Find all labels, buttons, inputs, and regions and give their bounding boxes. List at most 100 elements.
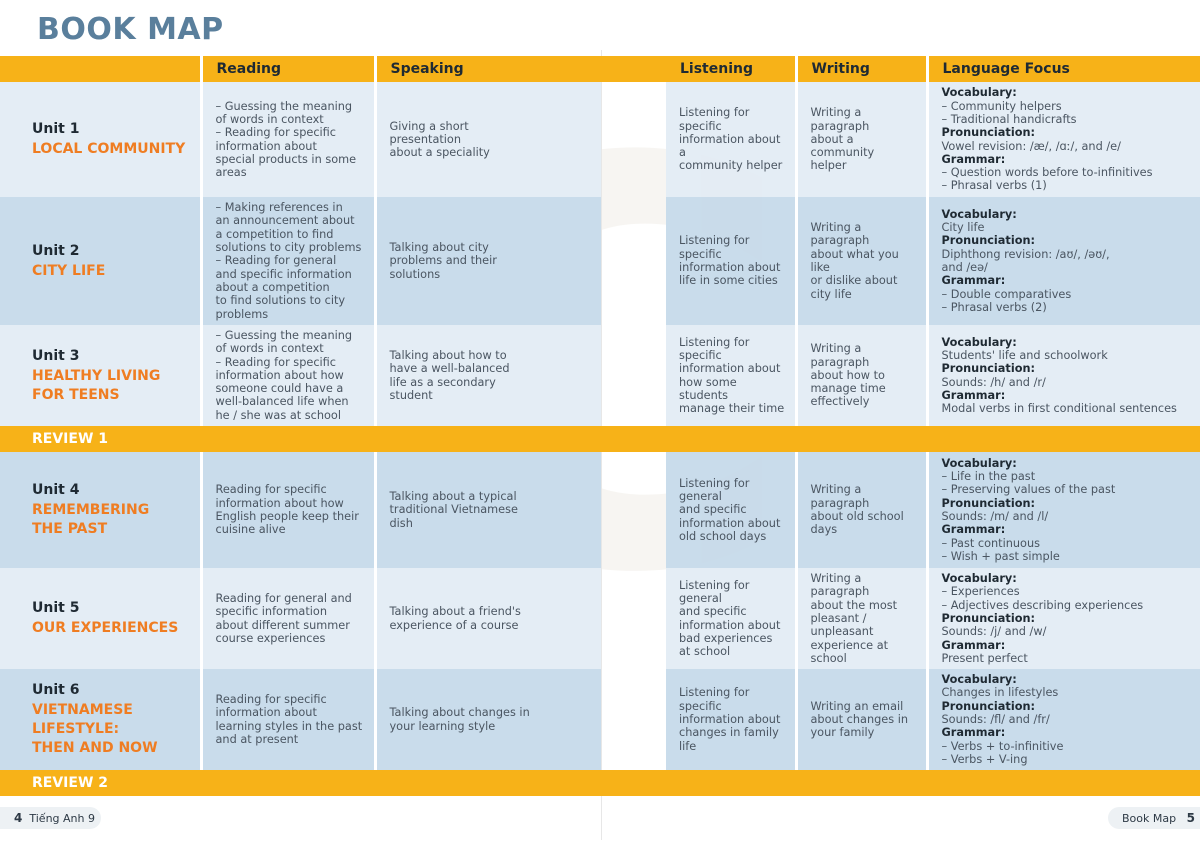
reading-text: Reading for specific information about h… xyxy=(215,483,359,537)
language-focus-heading: Vocabulary: xyxy=(941,207,1017,221)
review-label: REVIEW 1 xyxy=(0,426,601,453)
language-focus-cell: Vocabulary: Changes in lifestyles Pronunci… xyxy=(927,669,1200,771)
language-focus-heading: Vocabulary: xyxy=(941,335,1017,349)
review-label: REVIEW 2 xyxy=(0,770,601,797)
speaking-text: Talking about a typical traditional Viet… xyxy=(389,490,518,530)
language-focus-item: Sounds: /h/ and /r/ xyxy=(941,375,1046,389)
writing-cell: Writing a paragraph about what you like … xyxy=(796,197,929,325)
unit-row: Unit 1 LOCAL COMMUNITY – Guessing the mean… xyxy=(0,82,1200,197)
page-number-right: 5 xyxy=(1186,811,1195,825)
unit-row: Unit 5 OUR EXPERIENCES Reading for general… xyxy=(0,568,1200,670)
language-focus-heading: Grammar: xyxy=(941,274,1006,288)
listening-cell: Listening for specific information about… xyxy=(666,669,798,771)
language-focus-heading: Pronunciation: xyxy=(941,611,1036,625)
unit-title-cell: Unit 4 REMEMBERING THE PAST xyxy=(0,452,203,569)
language-focus-item: Present perfect xyxy=(941,651,1028,665)
language-focus-cell: Vocabulary: Students' life and schoolwork… xyxy=(927,325,1200,427)
language-focus-item: Diphthong revision: /aʊ/, /əʊ/, xyxy=(941,247,1110,261)
language-focus-item: Vowel revision: /æ/, /ɑː/, and /e/ xyxy=(941,139,1121,153)
writing-cell: Writing an email about changes in your f… xyxy=(796,669,929,771)
language-focus-item: Sounds: /j/ and /w/ xyxy=(941,625,1047,639)
speaking-cell: Talking about a friend's experience of a… xyxy=(375,568,601,670)
language-focus-item: – Adjectives describing experiences xyxy=(941,598,1144,612)
speaking-cell: Talking about a typical traditional Viet… xyxy=(375,452,601,569)
language-focus-item: Students' life and schoolwork xyxy=(941,348,1108,362)
listening-cell: Listening for specific information about… xyxy=(666,197,798,325)
language-focus-heading: Vocabulary: xyxy=(941,456,1017,470)
language-focus-item: Sounds: /m/ and /l/ xyxy=(941,510,1049,524)
writing-cell: Writing a paragraph about how to manage … xyxy=(796,325,929,427)
unit-title-cell: Unit 2 CITY LIFE xyxy=(0,197,203,325)
review-fill xyxy=(666,426,1200,453)
listening-text: Listening for general and specific infor… xyxy=(679,578,781,659)
header-speaking: Speaking xyxy=(375,56,601,82)
unit-row: Unit 3 HEALTHY LIVING FOR TEENS – Guessing… xyxy=(0,325,1200,427)
review-gutter xyxy=(601,426,666,453)
row-gutter xyxy=(601,452,666,568)
language-focus-item: Modal verbs in first conditional sentenc… xyxy=(941,402,1177,416)
language-focus-heading: Grammar: xyxy=(941,523,1006,537)
unit-row: Unit 2 CITY LIFE – Making references in an… xyxy=(0,197,1200,325)
header-gutter xyxy=(601,56,666,82)
writing-cell: Writing a paragraph about the most pleas… xyxy=(796,568,929,670)
listening-text: Listening for general and specific infor… xyxy=(679,476,781,544)
section-name: Book Map xyxy=(1122,812,1177,825)
footer-right: Book Map 5 xyxy=(1108,807,1200,829)
language-focus-heading: Grammar: xyxy=(941,152,1006,166)
language-focus-heading: Grammar: xyxy=(941,638,1006,652)
language-focus-item: – Verbs + to-infinitive xyxy=(941,739,1064,753)
unit-name: REMEMBERING THE PAST xyxy=(32,502,150,538)
language-focus-item: City life xyxy=(941,221,985,235)
reading-cell: – Making references in an announcement a… xyxy=(201,197,377,325)
language-focus-item: – Life in the past xyxy=(941,470,1036,484)
listening-cell: Listening for general and specific infor… xyxy=(666,568,798,670)
language-focus-item: Sounds: /fl/ and /fr/ xyxy=(941,713,1050,727)
unit-row: Unit 6 VIETNAMESE LIFESTYLE: THEN AND NOW… xyxy=(0,669,1200,771)
language-focus-item: – Wish + past simple xyxy=(941,549,1060,563)
book-title: Tiếng Anh 9 xyxy=(29,812,95,825)
language-focus-item: – Past continuous xyxy=(941,536,1041,550)
unit-title-cell: Unit 6 VIETNAMESE LIFESTYLE: THEN AND NOW xyxy=(0,669,203,771)
reading-text: – Making references in an announcement a… xyxy=(215,201,362,321)
listening-cell: Listening for specific information about… xyxy=(666,325,798,427)
language-focus-item: – Phrasal verbs (1) xyxy=(941,179,1047,193)
header-row: Reading Speaking Listening Writing Langu… xyxy=(0,56,1200,82)
page-number-left: 4 xyxy=(14,811,23,825)
speaking-text: Giving a short presentation about a spec… xyxy=(389,119,490,160)
language-focus-item: – Question words before to-infinitives xyxy=(941,166,1153,180)
writing-cell: Writing a paragraph about a community he… xyxy=(796,82,929,197)
header-writing: Writing xyxy=(796,56,929,82)
speaking-cell: Talking about changes in your learning s… xyxy=(375,669,601,771)
listening-text: Listening for specific information about… xyxy=(679,335,785,416)
language-focus-item: – Verbs + V-ing xyxy=(941,752,1028,766)
writing-text: Writing an email about changes in your f… xyxy=(810,699,909,740)
language-focus-heading: Vocabulary: xyxy=(941,86,1017,100)
speaking-cell: Talking about how to have a well-balance… xyxy=(375,325,601,427)
writing-text: Writing a paragraph about a community he… xyxy=(810,106,875,173)
language-focus-item: – Experiences xyxy=(941,585,1020,599)
writing-text: Writing a paragraph about old school day… xyxy=(810,483,904,537)
language-focus-heading: Pronunciation: xyxy=(941,362,1036,376)
unit-number: Unit 2 xyxy=(32,242,80,259)
book-map-table: Reading Speaking Listening Writing Langu… xyxy=(0,56,1200,797)
language-focus-heading: Pronunciation: xyxy=(941,126,1036,140)
footer-left: 4 Tiếng Anh 9 xyxy=(0,807,101,829)
language-focus-item: and /eə/ xyxy=(941,261,988,274)
language-focus-heading: Grammar: xyxy=(941,388,1006,402)
header-language-focus: Language Focus xyxy=(927,56,1200,82)
review-fill xyxy=(666,770,1200,797)
language-focus-cell: Vocabulary: – Life in the past – Preservin… xyxy=(927,452,1200,569)
row-gutter xyxy=(601,669,666,770)
unit-title-cell: Unit 3 HEALTHY LIVING FOR TEENS xyxy=(0,325,203,427)
speaking-cell: Giving a short presentation about a spec… xyxy=(375,82,601,197)
unit-number: Unit 4 xyxy=(32,482,80,499)
unit-title-cell: Unit 1 LOCAL COMMUNITY xyxy=(0,82,203,197)
review-gutter xyxy=(601,770,666,797)
listening-text: Listening for specific information about… xyxy=(679,686,781,753)
listening-text: Listening for specific information about… xyxy=(679,234,781,288)
row-gutter xyxy=(601,568,666,669)
reading-text: Reading for specific information about l… xyxy=(215,693,363,746)
unit-number: Unit 1 xyxy=(32,121,80,137)
language-focus-cell: Vocabulary: City life Pronunciation: Diphth… xyxy=(927,197,1200,325)
unit-name: HEALTHY LIVING FOR TEENS xyxy=(32,367,161,403)
